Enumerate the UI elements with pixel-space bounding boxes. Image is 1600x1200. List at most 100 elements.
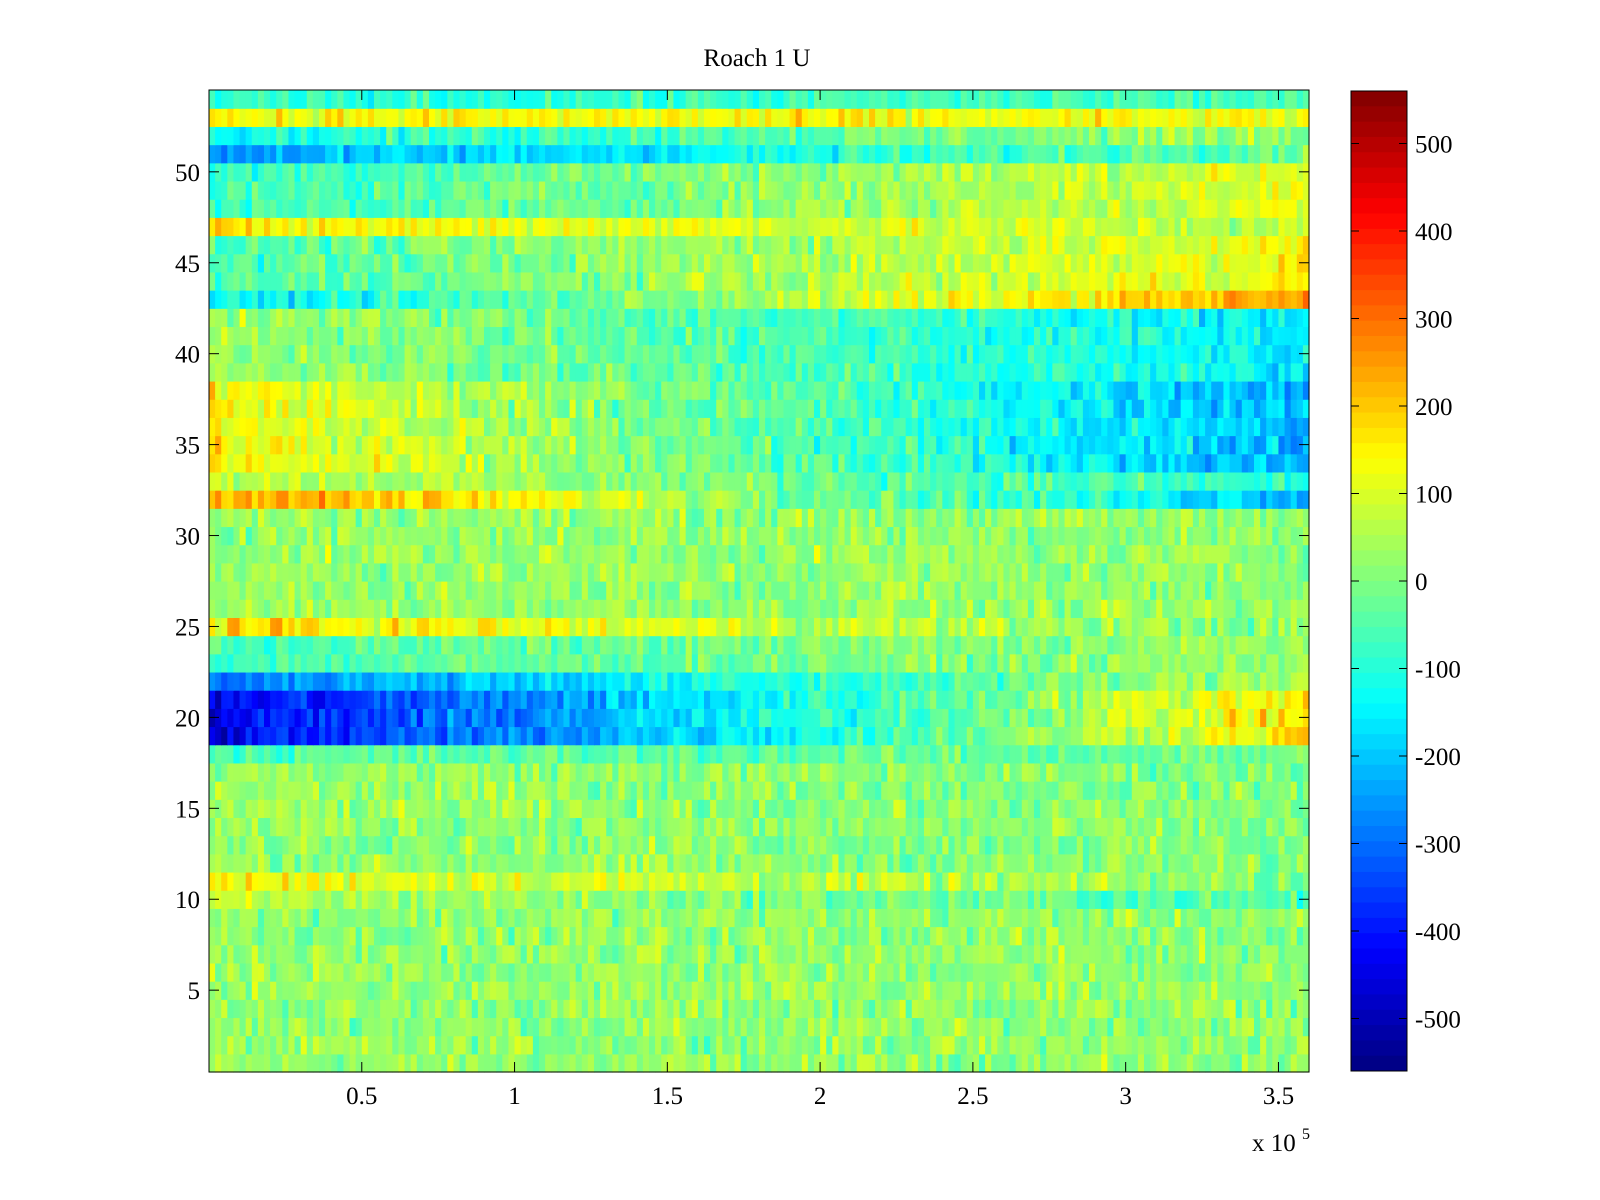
heatmap-cell bbox=[227, 817, 235, 837]
heatmap-cell bbox=[1064, 744, 1072, 764]
heatmap-cell bbox=[1137, 671, 1145, 691]
heatmap-cell bbox=[911, 835, 919, 855]
heatmap-cell bbox=[508, 981, 516, 1000]
heatmap-cell bbox=[924, 781, 931, 800]
heatmap-cell bbox=[416, 1017, 424, 1037]
heatmap-cell bbox=[404, 799, 412, 819]
heatmap-cell bbox=[1119, 999, 1127, 1019]
heatmap-cell bbox=[380, 890, 387, 909]
heatmap-cell bbox=[343, 1053, 351, 1073]
heatmap-cell bbox=[1241, 744, 1249, 764]
heatmap-cell bbox=[960, 671, 968, 691]
heatmap-cell bbox=[899, 726, 907, 746]
heatmap-cell bbox=[887, 635, 895, 655]
heatmap-cell bbox=[649, 671, 656, 691]
heatmap-cell bbox=[1192, 981, 1200, 1000]
heatmap-cell bbox=[636, 926, 644, 946]
heatmap-cell bbox=[618, 817, 626, 837]
heatmap-cell bbox=[1241, 635, 1249, 655]
heatmap-cell bbox=[1296, 581, 1304, 600]
heatmap-cell bbox=[410, 799, 418, 819]
heatmap-cell bbox=[759, 853, 766, 873]
heatmap-cell bbox=[416, 726, 424, 746]
heatmap-cell bbox=[520, 853, 528, 873]
heatmap-cell bbox=[1027, 908, 1035, 928]
heatmap-cell bbox=[777, 999, 785, 1019]
heatmap-cell bbox=[979, 726, 986, 746]
heatmap-cell bbox=[514, 853, 522, 873]
heatmap-cell bbox=[508, 744, 516, 764]
heatmap-cell bbox=[319, 708, 326, 728]
heatmap-cell bbox=[1211, 962, 1218, 982]
heatmap-cell bbox=[1180, 781, 1188, 800]
heatmap-cell bbox=[282, 1053, 290, 1073]
heatmap-cell bbox=[765, 726, 772, 746]
heatmap-cell bbox=[1205, 1035, 1212, 1055]
heatmap-cell bbox=[875, 562, 882, 582]
heatmap-cell bbox=[563, 999, 571, 1019]
heatmap-cell bbox=[807, 1053, 815, 1073]
heatmap-cell bbox=[966, 599, 974, 618]
heatmap-cell bbox=[1247, 908, 1255, 928]
heatmap-cell bbox=[392, 762, 400, 782]
heatmap-cell bbox=[227, 962, 235, 982]
heatmap-cell bbox=[1205, 762, 1212, 782]
heatmap-cell bbox=[1174, 999, 1182, 1019]
heatmap-cell bbox=[477, 853, 485, 873]
heatmap-cell bbox=[997, 581, 1005, 600]
heatmap-cell bbox=[557, 853, 565, 873]
heatmap-cell bbox=[759, 799, 766, 819]
heatmap-cell bbox=[1260, 1017, 1267, 1037]
heatmap-cell bbox=[270, 835, 277, 855]
heatmap-cell bbox=[1095, 999, 1102, 1019]
heatmap-cell bbox=[936, 690, 943, 709]
heatmap-cell bbox=[1217, 744, 1225, 764]
heatmap-cell bbox=[1027, 1035, 1035, 1055]
heatmap-cell bbox=[899, 635, 907, 655]
heatmap-cell bbox=[832, 999, 840, 1019]
heatmap-cell bbox=[826, 835, 833, 855]
heatmap-cell bbox=[979, 1053, 986, 1073]
heatmap-cell bbox=[1162, 744, 1170, 764]
heatmap-cell bbox=[1046, 599, 1053, 618]
heatmap-cell bbox=[606, 981, 613, 1000]
heatmap-cell bbox=[862, 817, 870, 837]
heatmap-cell bbox=[1235, 981, 1243, 1000]
heatmap-cell bbox=[1150, 1017, 1157, 1037]
heatmap-cell bbox=[881, 908, 888, 928]
heatmap-cell bbox=[300, 944, 308, 964]
heatmap-cell bbox=[1058, 599, 1066, 618]
heatmap-cell bbox=[1302, 1017, 1310, 1037]
heatmap-cell bbox=[838, 781, 846, 800]
heatmap-cell bbox=[636, 817, 644, 837]
heatmap-cell bbox=[942, 817, 950, 837]
heatmap-cell bbox=[276, 853, 283, 873]
heatmap-cell bbox=[740, 744, 748, 764]
heatmap-cell bbox=[343, 962, 351, 982]
heatmap-cell bbox=[1211, 635, 1218, 655]
heatmap-cell bbox=[496, 799, 503, 819]
heatmap-cell bbox=[221, 708, 228, 728]
heatmap-cell bbox=[691, 617, 699, 637]
heatmap-cell bbox=[649, 817, 656, 837]
heatmap-cell bbox=[1119, 981, 1127, 1000]
heatmap-cell bbox=[716, 762, 723, 782]
heatmap-cell bbox=[728, 726, 736, 746]
heatmap-cell bbox=[380, 726, 387, 746]
heatmap-cell bbox=[477, 562, 485, 582]
heatmap-cell bbox=[453, 599, 461, 618]
heatmap-cell bbox=[532, 999, 540, 1019]
heatmap-cell bbox=[954, 726, 962, 746]
heatmap-cell bbox=[465, 781, 473, 800]
heatmap-cell bbox=[636, 799, 644, 819]
heatmap-cell bbox=[1144, 781, 1151, 800]
heatmap-cell bbox=[899, 999, 907, 1019]
heatmap-cell bbox=[887, 671, 895, 691]
heatmap-cell bbox=[826, 599, 833, 618]
heatmap-cell bbox=[398, 926, 406, 946]
heatmap-cell bbox=[1174, 762, 1182, 782]
heatmap-cell bbox=[1076, 908, 1084, 928]
heatmap-cell bbox=[734, 671, 742, 691]
heatmap-cell bbox=[496, 944, 503, 964]
heatmap-cell bbox=[1205, 799, 1212, 819]
